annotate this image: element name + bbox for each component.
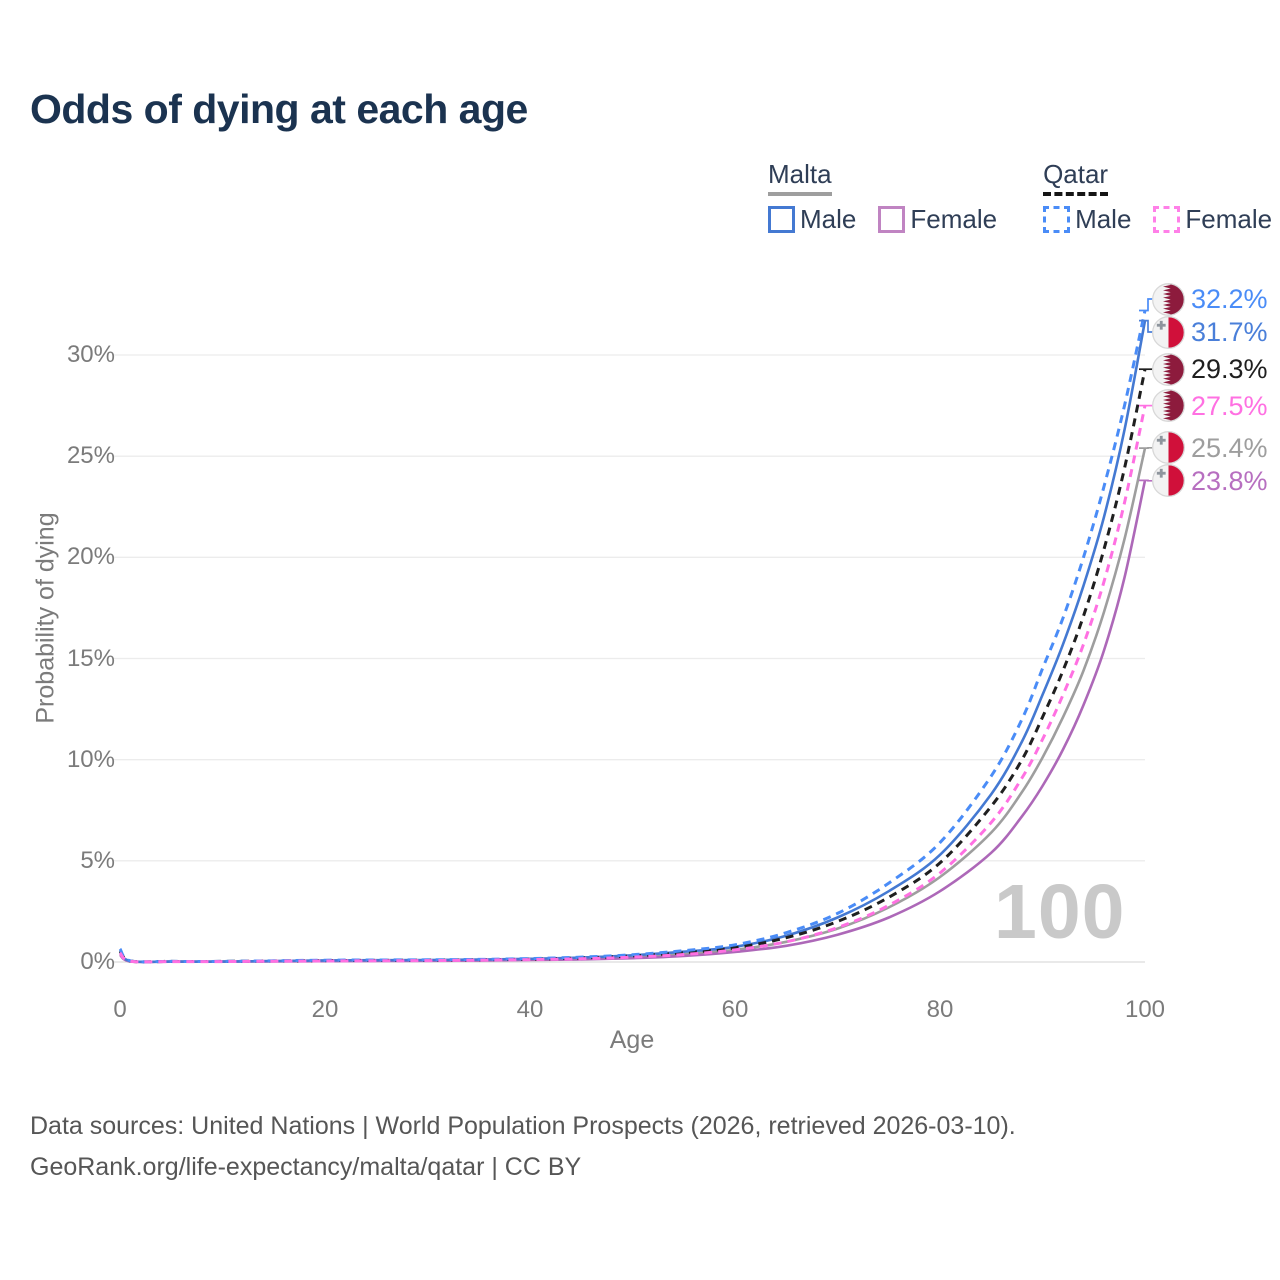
end-label-malta: 25.4% <box>1152 431 1268 465</box>
x-tick-60: 60 <box>721 996 749 1023</box>
x-axis-title: Age <box>609 1026 655 1054</box>
qatar-flag-icon <box>1152 282 1185 316</box>
footer-attribution: GeoRank.org/life-expectancy/malta/qatar … <box>30 1153 582 1181</box>
malta-flag-icon <box>1152 464 1185 498</box>
y-tick-5%: 5% <box>80 846 115 874</box>
legend-group-qatar: Qatar Male Female <box>1043 160 1272 235</box>
qatar-male-checkbox[interactable] <box>1043 205 1071 233</box>
series-line-qatar <box>118 368 1147 964</box>
legend-item-qatar-female[interactable]: Female <box>1153 204 1272 235</box>
footer: Data sources: United Nations | World Pop… <box>30 1106 1016 1188</box>
series-line-qatar-male <box>118 310 1147 964</box>
age-indicator-watermark: 100 <box>994 869 1126 955</box>
legend-malta-header: Malta <box>768 160 832 196</box>
x-tick-80: 80 <box>926 996 954 1023</box>
qatar-female-checkbox[interactable] <box>1153 205 1181 233</box>
end-label-connector-malta-male <box>1139 319 1153 333</box>
malta-male-label[interactable]: Male <box>800 203 857 234</box>
legend-malta-items: Male Female <box>768 204 997 235</box>
malta-flag-icon <box>1152 431 1185 465</box>
legend-item-malta-female[interactable]: Female <box>878 204 997 235</box>
qatar-male-label[interactable]: Male <box>1075 203 1132 234</box>
legend-item-malta-male[interactable]: Male <box>768 204 856 235</box>
end-label-qatar: 29.3% <box>1152 352 1268 386</box>
malta-female-label[interactable]: Female <box>910 203 998 234</box>
x-tick-0: 0 <box>113 996 127 1023</box>
end-label-qatar-male: 32.2% <box>1152 282 1268 316</box>
end-label-malta-male: 31.7% <box>1152 315 1268 349</box>
series-line-malta-male <box>118 320 1147 964</box>
qatar-female-label[interactable]: Female <box>1185 203 1273 234</box>
legend-qatar-header: Qatar <box>1043 160 1109 196</box>
x-tick-20: 20 <box>311 996 339 1023</box>
legend-qatar-items: Male Female <box>1043 204 1272 235</box>
end-label-connector-qatar-male <box>1139 298 1153 312</box>
qatar-flag-icon <box>1152 352 1185 386</box>
end-label-qatar-female: 27.5% <box>1152 389 1268 423</box>
y-tick-25%: 25% <box>66 442 115 470</box>
end-label-value: 32.2% <box>1191 284 1268 315</box>
malta-male-checkbox[interactable] <box>768 205 795 233</box>
footer-data-sources: Data sources: United Nations | World Pop… <box>30 1112 1016 1140</box>
malta-flag-icon <box>1152 315 1185 349</box>
y-tick-15%: 15% <box>66 644 115 672</box>
series-line-malta <box>119 447 1147 964</box>
malta-female-checkbox[interactable] <box>878 205 906 233</box>
y-tick-0%: 0% <box>80 948 115 975</box>
series-line-malta-female <box>119 480 1147 964</box>
y-tick-30%: 30% <box>66 341 115 368</box>
qatar-flag-icon <box>1152 389 1185 423</box>
x-tick-40: 40 <box>516 996 544 1023</box>
chart-legend: Malta Male Female Qatar Male <box>768 160 1272 235</box>
end-label-malta-female: 23.8% <box>1152 464 1268 498</box>
x-tick-100: 100 <box>1124 996 1166 1023</box>
y-tick-20%: 20% <box>66 543 115 571</box>
page-title: Odds of dying at each age <box>30 86 528 132</box>
end-label-value: 27.5% <box>1191 390 1268 421</box>
end-label-value: 31.7% <box>1191 317 1268 348</box>
series-line-qatar-female <box>118 405 1147 964</box>
end-label-value: 23.8% <box>1191 465 1268 496</box>
y-tick-10%: 10% <box>66 745 115 773</box>
end-label-value: 29.3% <box>1191 354 1268 385</box>
end-label-value: 25.4% <box>1191 432 1268 463</box>
legend-item-qatar-male[interactable]: Male <box>1043 204 1131 235</box>
legend-group-malta: Malta Male Female <box>768 160 997 235</box>
